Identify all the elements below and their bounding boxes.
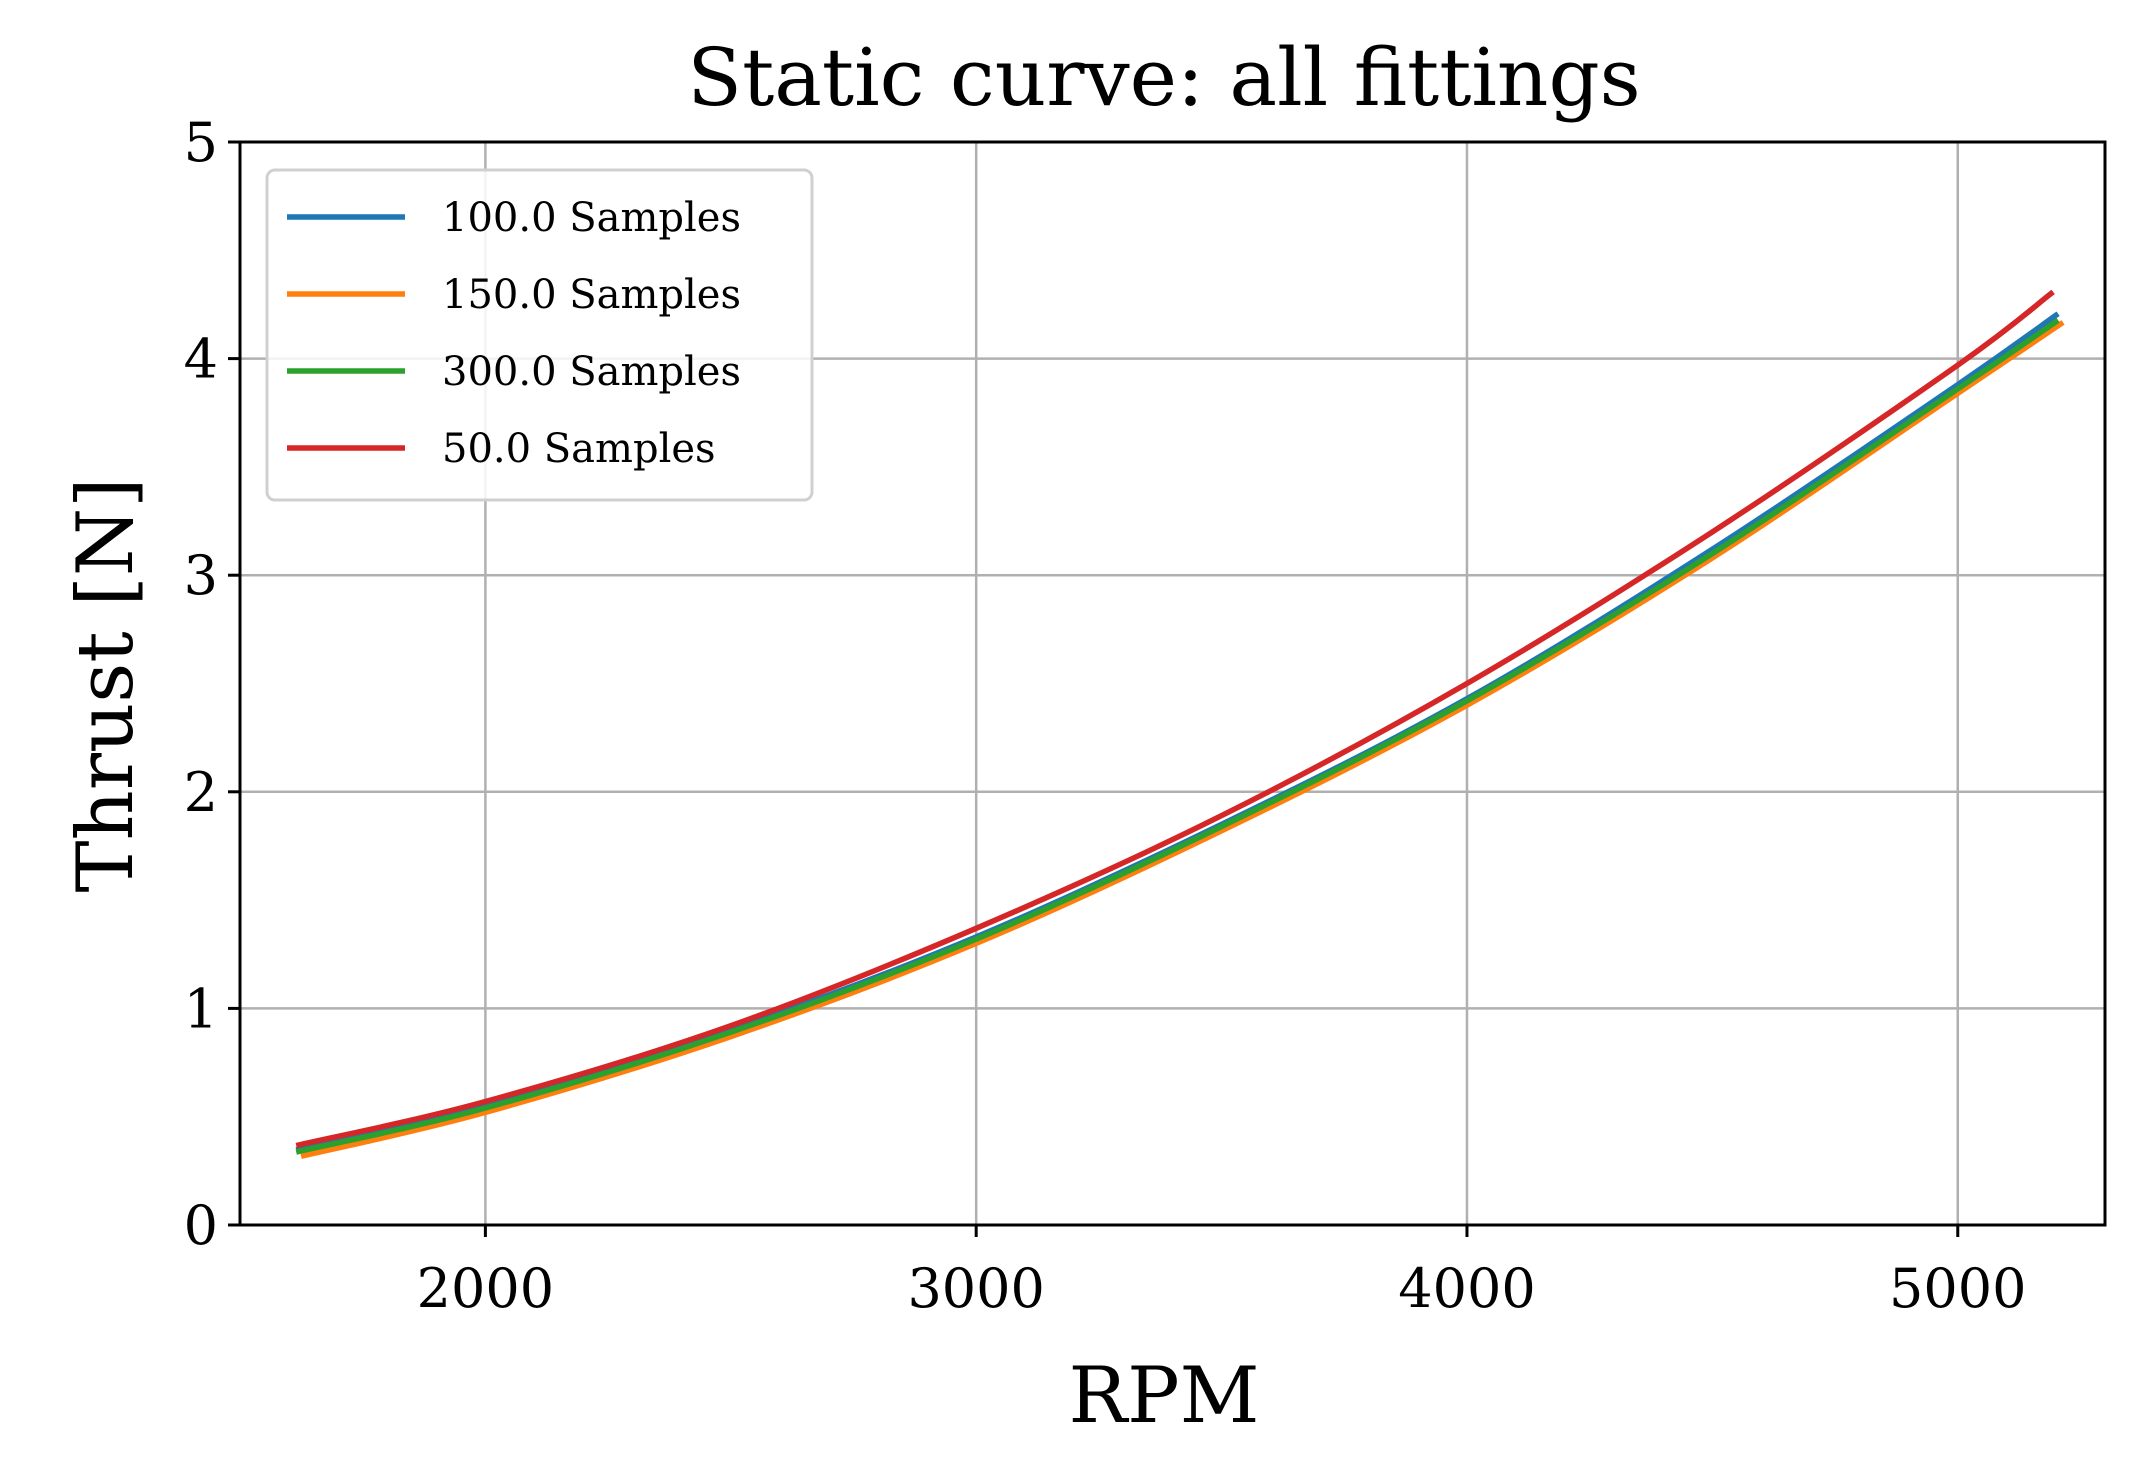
x-tick-label: 2000 [417,1257,554,1320]
y-ticks: 0 1 2 3 4 5 [184,111,240,1257]
y-tick-label: 2 [184,761,218,824]
series-line-3 [295,289,2055,1149]
y-tick-label: 4 [184,328,218,391]
legend-label-3: 50.0 Samples [442,426,716,472]
series-line-2 [295,317,2060,1155]
chart-title: Static curve: all fittings [687,31,1640,124]
y-tick-label: 5 [184,111,218,174]
series-line-1 [300,320,2065,1160]
x-tick-label: 5000 [1889,1257,2026,1320]
legend-label-1: 150.0 Samples [442,272,741,318]
x-axis-label: RPM [1068,1351,1259,1441]
y-tick-label: 3 [184,544,218,607]
legend-label-0: 100.0 Samples [442,195,741,241]
legend-label-2: 300.0 Samples [442,349,741,395]
y-axis-label: Thrust [N] [61,477,151,892]
legend: 100.0 Samples 150.0 Samples 300.0 Samples 5… [265,168,814,502]
y-tick-label: 1 [184,977,218,1040]
legend-box [265,168,814,502]
x-ticks: 2000 3000 4000 5000 [417,1225,2026,1320]
y-tick-label: 0 [184,1194,218,1257]
plot-frame [238,140,2107,1227]
x-tick-label: 4000 [1398,1257,1535,1320]
series-layer [295,289,2065,1160]
x-tick-label: 3000 [907,1257,1044,1320]
